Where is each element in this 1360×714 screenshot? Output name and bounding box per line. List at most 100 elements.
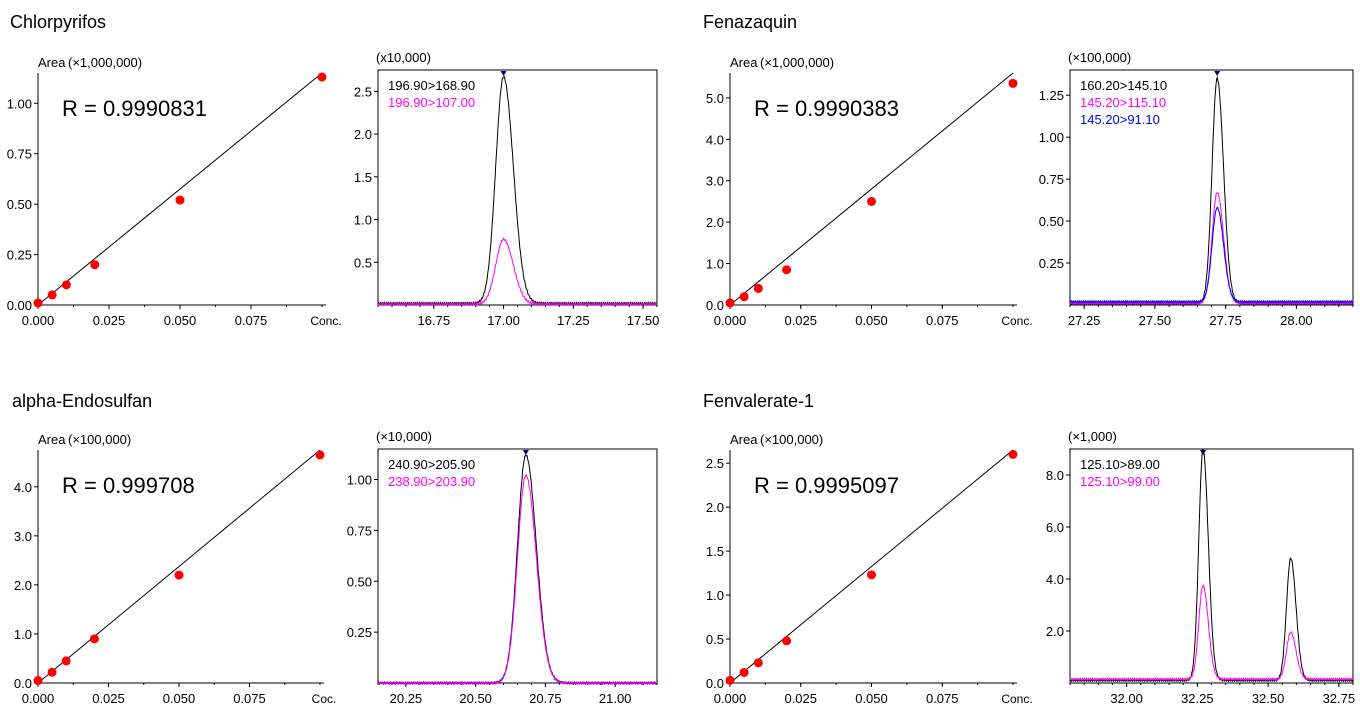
- y-tick-label: 2.5: [706, 456, 724, 471]
- calibration-point: [753, 283, 763, 293]
- x-tick-label: 0.025: [92, 691, 125, 706]
- y-tick-label: 0.00: [7, 298, 32, 313]
- r-value-label: R = 0.9990831: [62, 96, 207, 121]
- trace-black: [377, 454, 658, 685]
- y-tick-label: 0.0: [14, 676, 32, 691]
- x-tick-label: 0.025: [784, 691, 817, 706]
- calibration-point: [47, 290, 57, 300]
- trace-magenta: [377, 237, 658, 307]
- r-value-label: R = 0.999708: [62, 473, 195, 498]
- calibration-point: [317, 72, 327, 82]
- y-tick-label: 5.0: [706, 91, 724, 106]
- legend-entry-magenta: 145.20>115.10: [1080, 95, 1166, 110]
- y-tick-label: 0.50: [1039, 214, 1064, 229]
- x-tick-label: 20.50: [459, 691, 492, 706]
- x-axis-label: Conc.: [310, 314, 341, 328]
- x-tick-label: 27.25: [1068, 313, 1101, 328]
- r-value-label: R = 0.9995097: [754, 473, 899, 498]
- y-axis-label: Area: [730, 432, 758, 447]
- y-tick-label: 0.75: [7, 147, 32, 162]
- calibration-point: [725, 298, 735, 308]
- y-tick-label: 0.5: [354, 255, 372, 270]
- legend-entry-black: 125.10>89.00: [1080, 457, 1160, 472]
- x-axis-label: Coc.: [312, 692, 337, 706]
- y-tick-label: 1.0: [706, 257, 724, 272]
- calibration-point: [867, 570, 876, 580]
- fit-line: [729, 72, 1014, 306]
- calibration-point: [739, 667, 749, 677]
- x-axis-label: Conc.: [1001, 692, 1032, 706]
- y-tick-label: 0.50: [347, 574, 372, 589]
- x-tick-label: 0.000: [714, 691, 747, 706]
- y-tick-label: 1.00: [1039, 130, 1064, 145]
- y-tick-label: 2.5: [354, 84, 372, 99]
- peak-marker: [1200, 450, 1207, 455]
- trace-magenta: [1069, 192, 1354, 306]
- legend-entry-black: 240.90>205.90: [388, 457, 475, 472]
- y-tick-label: 0.5: [706, 632, 724, 647]
- fit-line: [37, 72, 323, 306]
- compound-title: Fenazaquin: [703, 12, 797, 32]
- calibration-point: [47, 667, 57, 677]
- y-tick-label: 0.0: [706, 298, 724, 313]
- fit-line: [37, 449, 321, 684]
- y-axis-label: Area: [38, 55, 66, 70]
- x-tick-label: 32.00: [1110, 691, 1143, 706]
- x-tick-label: 0.075: [233, 691, 266, 706]
- x-tick-label: 20.75: [529, 691, 562, 706]
- calibration-point: [89, 634, 99, 644]
- legend-entry-magenta: 238.90>203.90: [388, 474, 475, 489]
- calibration-point: [1008, 78, 1018, 88]
- y-tick-label: 1.0: [706, 588, 724, 603]
- y-tick-label: 1.0: [354, 213, 372, 228]
- x-tick-label: 17.50: [627, 313, 660, 328]
- compound-title: Chlorpyrifos: [10, 12, 106, 32]
- y-axis-scale: (×1,000,000): [68, 55, 142, 70]
- trace-black: [377, 75, 658, 306]
- x-tick-label: 16.75: [418, 313, 451, 328]
- y-axis-label: Area: [38, 432, 66, 447]
- peak-marker: [1214, 71, 1221, 76]
- x-tick-label: 20.25: [390, 691, 423, 706]
- y-axis-scale: (x10,000): [376, 50, 431, 65]
- y-axis-scale: (×10,000): [376, 429, 432, 444]
- calibration-point: [90, 260, 100, 270]
- y-tick-label: 4.0: [14, 480, 32, 495]
- legend-entry-magenta: 125.10>99.00: [1080, 474, 1160, 489]
- y-tick-label: 6.0: [1046, 520, 1064, 535]
- y-tick-label: 2.0: [1046, 624, 1064, 639]
- y-tick-label: 1.0: [14, 627, 32, 642]
- y-axis-label: Area: [730, 55, 758, 70]
- x-tick-label: 27.50: [1139, 313, 1172, 328]
- compound-title: alpha-Endosulfan: [12, 391, 152, 411]
- x-tick-label: 32.50: [1252, 691, 1285, 706]
- legend-entry-blue: 145.20>91.10: [1080, 112, 1160, 127]
- calibration-point: [33, 676, 43, 686]
- x-tick-label: 0.050: [855, 313, 888, 328]
- calibration-point: [61, 280, 71, 290]
- y-tick-label: 0.50: [7, 197, 32, 212]
- calibration-point: [175, 195, 185, 205]
- calibration-point: [61, 656, 71, 666]
- calibration-point: [782, 636, 792, 646]
- y-axis-scale: (×1,000): [1068, 429, 1117, 444]
- calibration-point: [867, 196, 876, 206]
- compound-title: Fenvalerate-1: [703, 391, 814, 411]
- x-tick-label: 32.25: [1181, 691, 1214, 706]
- y-axis-scale: (×100,000): [1068, 50, 1131, 65]
- y-tick-label: 0.0: [706, 676, 724, 691]
- y-tick-label: 0.75: [347, 523, 372, 538]
- y-tick-label: 1.25: [1039, 88, 1064, 103]
- calibration-point: [725, 675, 735, 685]
- calibration-point: [782, 265, 792, 275]
- y-tick-label: 1.00: [347, 473, 372, 488]
- x-tick-label: 0.025: [784, 313, 817, 328]
- x-tick-label: 0.050: [855, 691, 888, 706]
- trace-magenta: [1069, 584, 1354, 682]
- y-tick-label: 3.0: [706, 174, 724, 189]
- y-tick-label: 1.5: [706, 544, 724, 559]
- calibration-point: [1008, 449, 1018, 459]
- trace-magenta: [377, 474, 658, 685]
- fit-line: [729, 449, 1014, 684]
